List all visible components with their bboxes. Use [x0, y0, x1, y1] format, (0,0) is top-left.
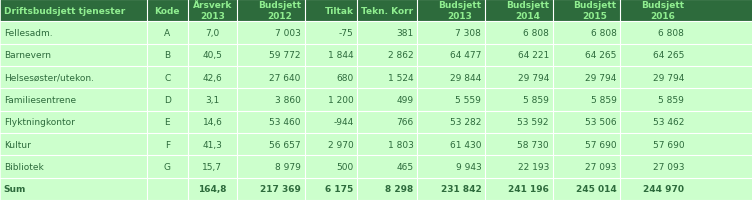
Bar: [0, 133, 752, 156]
Text: 3,1: 3,1: [205, 96, 220, 104]
Text: 27 640: 27 640: [269, 73, 301, 82]
Text: Helsesøster/utekon.: Helsesøster/utekon.: [4, 73, 94, 82]
Text: Familiesentrene: Familiesentrene: [4, 96, 76, 104]
Text: 64 265: 64 265: [585, 51, 617, 60]
Bar: [0, 22, 752, 44]
Text: 164,8: 164,8: [199, 184, 226, 193]
Text: Bibliotek: Bibliotek: [4, 162, 44, 171]
Text: 5 859: 5 859: [659, 96, 684, 104]
Text: 245 014: 245 014: [576, 184, 617, 193]
Text: 56 657: 56 657: [269, 140, 301, 149]
Text: 64 265: 64 265: [653, 51, 684, 60]
Text: 64 477: 64 477: [450, 51, 481, 60]
Text: 9 943: 9 943: [456, 162, 481, 171]
Text: 500: 500: [336, 162, 353, 171]
Text: A: A: [164, 29, 171, 38]
Text: Fellesadm.: Fellesadm.: [4, 29, 53, 38]
Text: Flyktningkontor: Flyktningkontor: [4, 118, 74, 127]
Text: 53 282: 53 282: [450, 118, 481, 127]
Text: 53 462: 53 462: [653, 118, 684, 127]
Text: 1 524: 1 524: [388, 73, 414, 82]
Text: 241 196: 241 196: [508, 184, 549, 193]
Text: 53 460: 53 460: [269, 118, 301, 127]
Text: 29 794: 29 794: [585, 73, 617, 82]
Text: 1 200: 1 200: [328, 96, 353, 104]
Text: 29 794: 29 794: [653, 73, 684, 82]
Text: 499: 499: [396, 96, 414, 104]
Text: 217 369: 217 369: [260, 184, 301, 193]
Text: 53 592: 53 592: [517, 118, 549, 127]
Text: 64 221: 64 221: [517, 51, 549, 60]
Text: G: G: [164, 162, 171, 171]
Text: 3 860: 3 860: [275, 96, 301, 104]
Text: 42,6: 42,6: [202, 73, 223, 82]
Bar: [0, 111, 752, 133]
Text: 41,3: 41,3: [202, 140, 223, 149]
Text: 27 093: 27 093: [585, 162, 617, 171]
Text: 53 506: 53 506: [585, 118, 617, 127]
Text: 27 093: 27 093: [653, 162, 684, 171]
Text: Tekn. Korr: Tekn. Korr: [362, 7, 414, 16]
Text: 57 690: 57 690: [653, 140, 684, 149]
Text: -75: -75: [338, 29, 353, 38]
Text: E: E: [165, 118, 170, 127]
Bar: [0, 178, 752, 200]
Text: 14,6: 14,6: [202, 118, 223, 127]
Text: Budsjett
2016: Budsjett 2016: [641, 1, 684, 21]
Text: F: F: [165, 140, 170, 149]
Text: Budsjett
2013: Budsjett 2013: [438, 1, 481, 21]
Bar: [0, 89, 752, 111]
Text: Kultur: Kultur: [4, 140, 31, 149]
Text: 61 430: 61 430: [450, 140, 481, 149]
Text: 7 308: 7 308: [456, 29, 481, 38]
Text: 7 003: 7 003: [275, 29, 301, 38]
Bar: [0, 0, 752, 22]
Text: Tiltak: Tiltak: [324, 7, 353, 16]
Text: Barnevern: Barnevern: [4, 51, 50, 60]
Text: 7,0: 7,0: [205, 29, 220, 38]
Text: 1 803: 1 803: [388, 140, 414, 149]
Bar: [0, 67, 752, 89]
Text: 766: 766: [396, 118, 414, 127]
Text: 8 298: 8 298: [385, 184, 414, 193]
Text: 22 193: 22 193: [517, 162, 549, 171]
Text: 8 979: 8 979: [275, 162, 301, 171]
Text: Kode: Kode: [155, 7, 180, 16]
Text: 2 862: 2 862: [388, 51, 414, 60]
Text: 6 175: 6 175: [325, 184, 353, 193]
Bar: [0, 156, 752, 178]
Text: Budsjett
2012: Budsjett 2012: [258, 1, 301, 21]
Text: 680: 680: [336, 73, 353, 82]
Text: 57 690: 57 690: [585, 140, 617, 149]
Text: 5 559: 5 559: [456, 96, 481, 104]
Text: 465: 465: [396, 162, 414, 171]
Text: 15,7: 15,7: [202, 162, 223, 171]
Text: Sum: Sum: [4, 184, 26, 193]
Bar: [0, 44, 752, 67]
Text: 231 842: 231 842: [441, 184, 481, 193]
Text: Budsjett
2014: Budsjett 2014: [506, 1, 549, 21]
Text: 2 970: 2 970: [328, 140, 353, 149]
Text: 5 859: 5 859: [523, 96, 549, 104]
Text: C: C: [164, 73, 171, 82]
Text: B: B: [164, 51, 171, 60]
Text: Driftsbudsjett tjenester: Driftsbudsjett tjenester: [4, 7, 125, 16]
Text: 381: 381: [396, 29, 414, 38]
Text: 1 844: 1 844: [328, 51, 353, 60]
Text: Budsjett
2015: Budsjett 2015: [574, 1, 617, 21]
Text: 40,5: 40,5: [202, 51, 223, 60]
Text: 29 794: 29 794: [517, 73, 549, 82]
Text: -944: -944: [333, 118, 353, 127]
Text: 5 859: 5 859: [591, 96, 617, 104]
Text: 29 844: 29 844: [450, 73, 481, 82]
Text: 244 970: 244 970: [643, 184, 684, 193]
Text: Årsverk
2013: Årsverk 2013: [193, 1, 232, 21]
Text: 59 772: 59 772: [269, 51, 301, 60]
Text: D: D: [164, 96, 171, 104]
Text: 6 808: 6 808: [591, 29, 617, 38]
Text: 6 808: 6 808: [523, 29, 549, 38]
Text: 6 808: 6 808: [659, 29, 684, 38]
Text: 58 730: 58 730: [517, 140, 549, 149]
